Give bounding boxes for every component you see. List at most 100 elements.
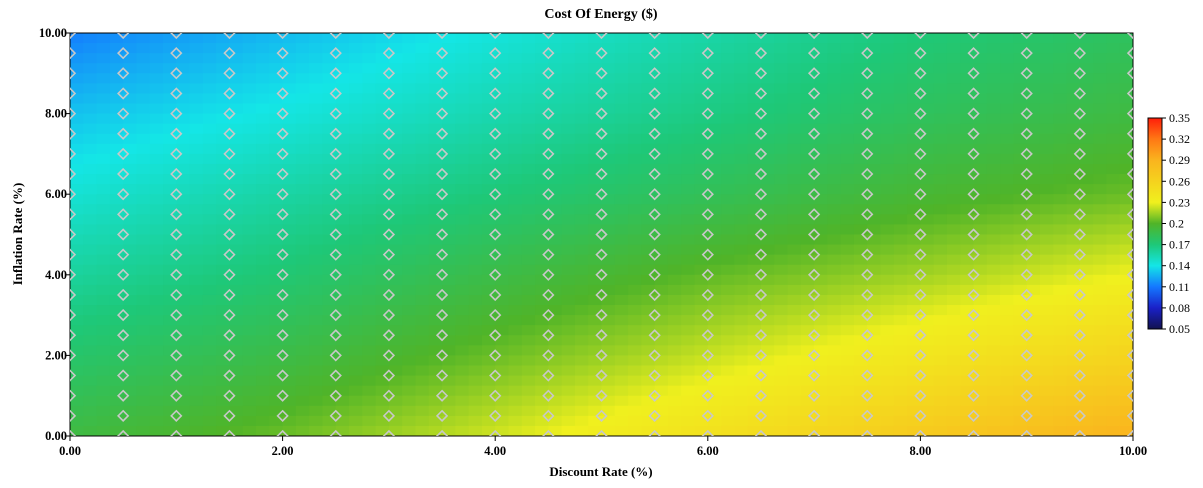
heatmap-cell — [455, 305, 470, 316]
sample-marker — [382, 33, 396, 40]
heatmap-cell — [335, 43, 350, 54]
sample-marker — [489, 308, 502, 322]
heatmap-cell — [628, 254, 642, 266]
heatmap-cell — [681, 194, 696, 205]
heatmap-cell — [109, 33, 124, 44]
heatmap-cell — [986, 194, 1001, 205]
sample-marker — [70, 349, 77, 362]
heatmap-cell — [1079, 43, 1094, 54]
sample-marker — [754, 188, 768, 201]
heatmap-cell — [827, 365, 842, 377]
sample-marker — [914, 47, 927, 60]
heatmap-cell — [96, 174, 111, 185]
heatmap-cell — [1000, 425, 1015, 436]
heatmap-cell — [1093, 264, 1108, 276]
heatmap-cell — [455, 143, 470, 155]
heatmap-cell — [601, 163, 616, 175]
heatmap-cell — [747, 284, 762, 296]
heatmap-cell — [774, 73, 789, 84]
heatmap-cell — [681, 174, 696, 185]
heatmap-cell — [601, 274, 616, 286]
heatmap-cell — [681, 345, 696, 356]
heatmap-cell — [1106, 335, 1121, 346]
heatmap-cell — [362, 425, 377, 436]
heatmap-cell — [667, 315, 682, 326]
heatmap-cell — [535, 284, 549, 296]
heatmap-cell — [721, 254, 735, 266]
sample-marker — [1073, 87, 1086, 100]
sample-marker — [1020, 228, 1033, 241]
sample-marker — [595, 167, 608, 181]
heatmap-cell — [295, 375, 310, 387]
heatmap-cell — [349, 184, 363, 195]
heatmap-cell — [628, 204, 642, 215]
heatmap-cell — [907, 345, 921, 356]
heatmap-cell — [1000, 143, 1015, 155]
heatmap-cell — [853, 415, 868, 427]
heatmap-cell — [641, 204, 656, 215]
sample-marker — [489, 87, 502, 100]
heatmap-cell — [163, 174, 177, 185]
heatmap-cell — [853, 355, 868, 367]
heatmap-cell — [309, 335, 324, 346]
heatmap-cell — [70, 123, 84, 135]
heatmap-cell — [242, 254, 257, 266]
sample-marker — [435, 87, 449, 100]
heatmap-cell — [986, 305, 1001, 316]
heatmap-cell — [455, 204, 470, 215]
heatmap-cell — [442, 33, 456, 44]
heatmap-cell — [588, 425, 603, 436]
heatmap-cell — [601, 194, 616, 205]
heatmap-cell — [149, 305, 164, 316]
heatmap-cell — [1106, 73, 1121, 84]
heatmap-cell — [1013, 345, 1028, 356]
heatmap-cell — [880, 93, 895, 105]
heatmap-cell — [747, 103, 762, 115]
heatmap-cell — [109, 133, 124, 145]
heatmap-cell — [335, 174, 350, 185]
heatmap-cell — [202, 123, 217, 135]
heatmap-cell — [920, 375, 935, 387]
heatmap-cell — [362, 244, 377, 256]
heatmap-cell — [986, 355, 1001, 367]
heatmap-cell — [428, 385, 443, 397]
heatmap-cell — [574, 224, 589, 236]
heatmap-cell — [109, 395, 124, 407]
heatmap-cell — [149, 83, 164, 95]
heatmap-cell — [1000, 365, 1015, 377]
sample-marker — [170, 208, 183, 221]
heatmap-cell — [83, 113, 98, 125]
sample-marker — [648, 329, 661, 342]
heatmap-cell — [349, 214, 363, 226]
heatmap-cell — [202, 395, 217, 407]
heatmap-cell — [83, 53, 98, 64]
heatmap-cell — [136, 375, 151, 387]
heatmap-cell — [574, 143, 589, 155]
heatmap-cell — [388, 93, 403, 105]
heatmap-cell — [149, 113, 164, 125]
sample-marker — [1126, 127, 1133, 140]
heatmap-cell — [707, 133, 722, 145]
heatmap-cell — [1013, 93, 1028, 105]
heatmap-cell — [402, 184, 417, 195]
heatmap-cell — [960, 234, 975, 246]
heatmap-cell — [269, 415, 284, 427]
heatmap-cell — [176, 204, 191, 215]
heatmap-cell — [1053, 194, 1068, 205]
heatmap-cell — [601, 83, 616, 95]
heatmap-cell — [574, 425, 589, 436]
sample-marker — [223, 228, 236, 241]
heatmap-cell — [402, 194, 417, 205]
heatmap-cell — [907, 224, 921, 236]
heatmap-cell — [1026, 315, 1041, 326]
heatmap-cell — [986, 325, 1001, 336]
sample-marker — [595, 33, 608, 40]
heatmap-cell — [853, 244, 868, 256]
heatmap-cell — [508, 294, 523, 306]
heatmap-cell — [216, 244, 231, 256]
heatmap-cell — [295, 133, 310, 145]
heatmap-cell — [163, 395, 177, 407]
heatmap-cell — [481, 365, 496, 377]
heatmap-cell — [561, 234, 576, 246]
heatmap-cell — [628, 103, 642, 115]
